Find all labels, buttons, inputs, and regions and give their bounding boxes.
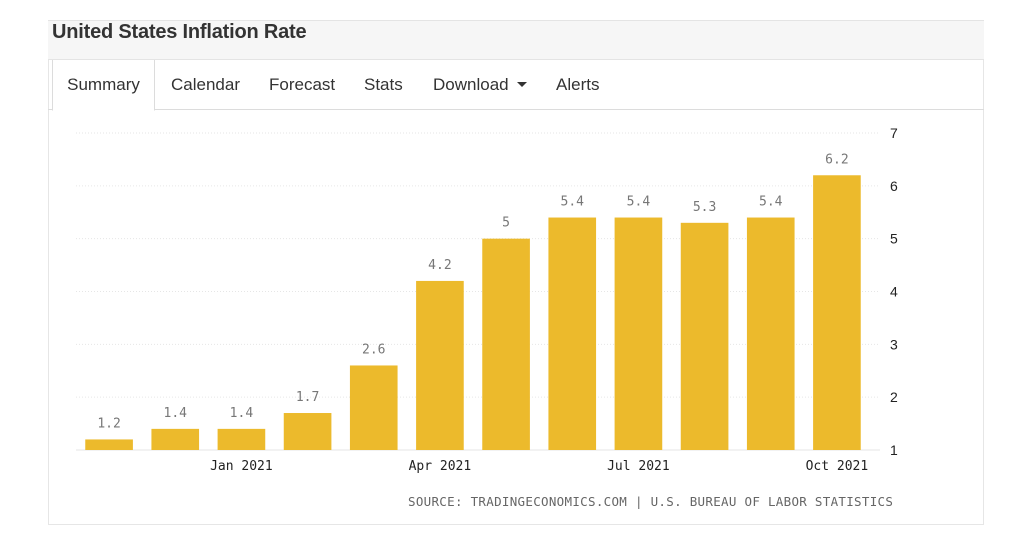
bar [614, 217, 663, 450]
bar [813, 175, 861, 450]
bar [283, 413, 332, 450]
tab-download[interactable]: Download [433, 60, 527, 110]
tab-stats-label: Stats [364, 75, 403, 94]
bar-value-label: 2.6 [362, 342, 385, 357]
bar-value-label: 5 [502, 216, 510, 231]
tab-download-label: Download [433, 75, 509, 94]
bar-value-label: 6.2 [825, 152, 848, 167]
tab-calendar-label: Calendar [171, 75, 240, 94]
x-tick-label: Apr 2021 [409, 459, 472, 474]
x-tick-label: Jul 2021 [607, 459, 670, 474]
source-note: SOURCE: TRADINGECONOMICS.COM | U.S. BURE… [408, 494, 894, 509]
tab-stats[interactable]: Stats [364, 60, 403, 110]
bar [548, 217, 597, 450]
bar [416, 280, 464, 450]
y-tick-label: 1 [890, 442, 898, 458]
bar-value-label: 5.4 [561, 195, 585, 210]
bar-value-label: 5.4 [627, 195, 651, 210]
x-tick-label: Oct 2021 [806, 459, 869, 474]
tab-calendar[interactable]: Calendar [171, 60, 240, 110]
tab-forecast[interactable]: Forecast [269, 60, 335, 110]
bar [151, 428, 200, 450]
bar-value-label: 4.2 [428, 258, 451, 273]
tab-alerts-label: Alerts [556, 75, 600, 94]
title-bar [48, 20, 984, 60]
bar-value-label: 1.2 [97, 416, 120, 431]
bar [217, 428, 266, 450]
bar [349, 365, 398, 450]
bar-value-label: 1.4 [230, 406, 254, 421]
bar [746, 217, 795, 450]
bar-value-label: 1.7 [296, 390, 319, 405]
tab-forecast-label: Forecast [269, 75, 336, 94]
bar-value-label: 5.3 [693, 200, 716, 215]
tab-summary[interactable]: Summary [52, 60, 155, 111]
y-tick-label: 2 [890, 389, 898, 405]
y-tick-label: 5 [890, 231, 898, 247]
bar [680, 222, 729, 450]
tab-summary-label: Summary [67, 75, 140, 94]
y-tick-label: 7 [890, 125, 898, 141]
y-tick-label: 4 [890, 284, 898, 300]
bar [482, 238, 530, 450]
tab-alerts[interactable]: Alerts [556, 60, 599, 110]
y-tick-label: 3 [890, 336, 898, 352]
bar-value-label: 1.4 [164, 406, 188, 421]
inflation-bar-chart: 1 2 3 4 5 6 7 1.2 1.4 1.4 Jan 2021 1.7 2.6 4.2 Apr 202… [76, 125, 898, 474]
y-tick-label: 6 [890, 178, 898, 194]
chevron-down-icon [516, 82, 527, 88]
page-title: United States Inflation Rate [52, 21, 307, 43]
x-tick-label: Jan 2021 [210, 459, 273, 474]
tab-bar: Summary Calendar Forecast Stats Download… [48, 60, 984, 111]
bar-value-label: 5.4 [759, 195, 783, 210]
bar [85, 439, 133, 450]
